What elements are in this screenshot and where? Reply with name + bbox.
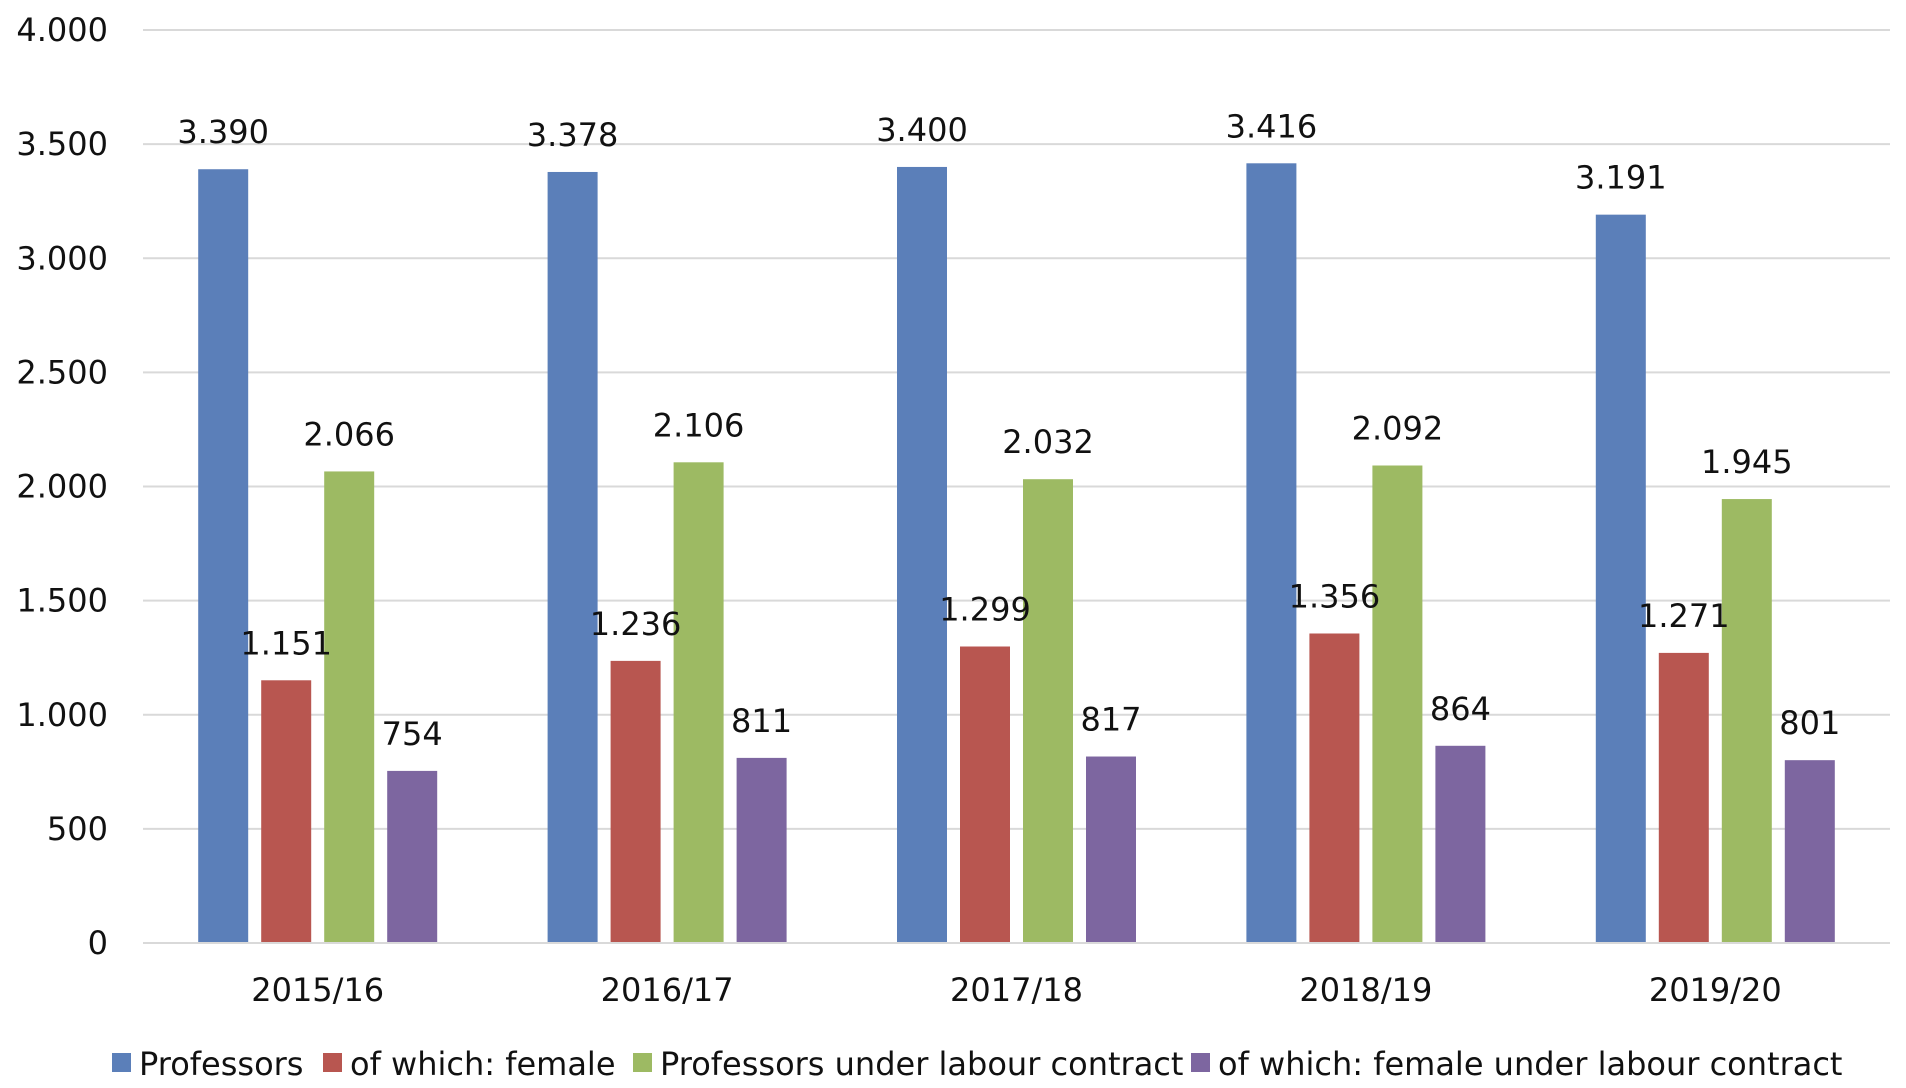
bar-2016-17-series-3 (673, 462, 724, 943)
data-label: 1.236 (590, 605, 682, 643)
data-label: 2.066 (303, 415, 395, 453)
bar-2019-20-series-1 (1595, 214, 1646, 944)
data-label: 3.191 (1575, 159, 1667, 197)
data-label: 864 (1430, 690, 1491, 728)
bar-2019-20-series-4 (1784, 760, 1835, 943)
bar-2017-18-series-1 (897, 166, 947, 943)
bars (198, 163, 1835, 944)
data-label: 754 (382, 715, 443, 753)
legend-label: Professors under labour contract (660, 1045, 1183, 1083)
data-labels: 3.390 1.151 2.066 754 3.378 1.236 2.106 811 3.40… (177, 107, 1840, 753)
bar-2016-17-series-1 (547, 171, 598, 943)
legend-swatch (112, 1053, 131, 1072)
data-label: 811 (731, 702, 792, 740)
data-label: 3.416 (1226, 107, 1318, 145)
y-tick-label: 1.000 (16, 696, 108, 734)
legend-label: of which: female (350, 1045, 616, 1083)
data-label: 2.032 (1002, 423, 1094, 461)
x-tick-label: 2015/16 (251, 971, 384, 1009)
bar-2016-17-series-4 (736, 757, 787, 943)
data-label: 3.390 (177, 113, 269, 151)
y-tick-label: 4.000 (16, 11, 108, 49)
data-label: 1.151 (240, 624, 332, 662)
bar-2015-16-series-1 (198, 169, 249, 944)
data-label: 2.106 (653, 406, 745, 444)
bar-2019-20-series-3 (1721, 499, 1772, 943)
y-tick-label: 3.500 (16, 125, 108, 163)
bar-2017-18-series-2 (960, 646, 1010, 943)
legend-swatch (323, 1053, 342, 1072)
data-label: 817 (1080, 701, 1141, 739)
bar-2015-16-series-2 (261, 680, 312, 943)
y-tick-label: 2.500 (16, 353, 108, 391)
x-tick-label: 2018/19 (1299, 971, 1432, 1009)
data-label: 1.299 (939, 591, 1031, 629)
data-label: 1.945 (1701, 443, 1793, 481)
bar-2015-16-series-4 (387, 770, 438, 943)
x-tick-label: 2017/18 (950, 971, 1083, 1009)
bar-2017-18-series-3 (1023, 479, 1073, 943)
legend-swatch (1191, 1053, 1210, 1072)
data-label: 1.356 (1289, 577, 1381, 615)
data-label: 3.378 (527, 116, 619, 154)
data-label: 801 (1779, 704, 1840, 742)
legend-label: of which: female under labour contract (1218, 1045, 1842, 1083)
y-tick-label: 3.000 (16, 239, 108, 277)
y-tick-label: 500 (47, 810, 108, 848)
legend: Professors of which: female Professors und… (112, 1045, 1842, 1083)
bar-2017-18-series-4 (1086, 756, 1136, 943)
data-label: 2.092 (1352, 410, 1444, 448)
y-axis: 0 500 1.000 1.500 2.000 2.500 3.000 3.500 4.000 (16, 11, 108, 962)
data-label: 3.400 (876, 111, 968, 149)
legend-label: Professors (139, 1045, 303, 1083)
x-tick-label: 2016/17 (601, 971, 734, 1009)
y-tick-label: 2.000 (16, 468, 108, 506)
bar-2015-16-series-3 (324, 471, 375, 943)
bar-2018-19-series-2 (1309, 633, 1360, 943)
bar-2018-19-series-1 (1246, 163, 1297, 944)
data-label: 1.271 (1638, 597, 1730, 635)
x-axis: 2015/16 2016/17 2017/18 2018/19 2019/20 (143, 942, 1890, 1009)
y-tick-label: 0 (88, 924, 108, 962)
x-tick-label: 2019/20 (1649, 971, 1782, 1009)
y-tick-label: 1.500 (16, 582, 108, 620)
bar-2019-20-series-2 (1658, 652, 1709, 943)
bar-2018-19-series-3 (1372, 465, 1423, 943)
bar-2016-17-series-2 (610, 660, 661, 943)
bar-2018-19-series-4 (1435, 745, 1486, 943)
legend-swatch (633, 1053, 652, 1072)
